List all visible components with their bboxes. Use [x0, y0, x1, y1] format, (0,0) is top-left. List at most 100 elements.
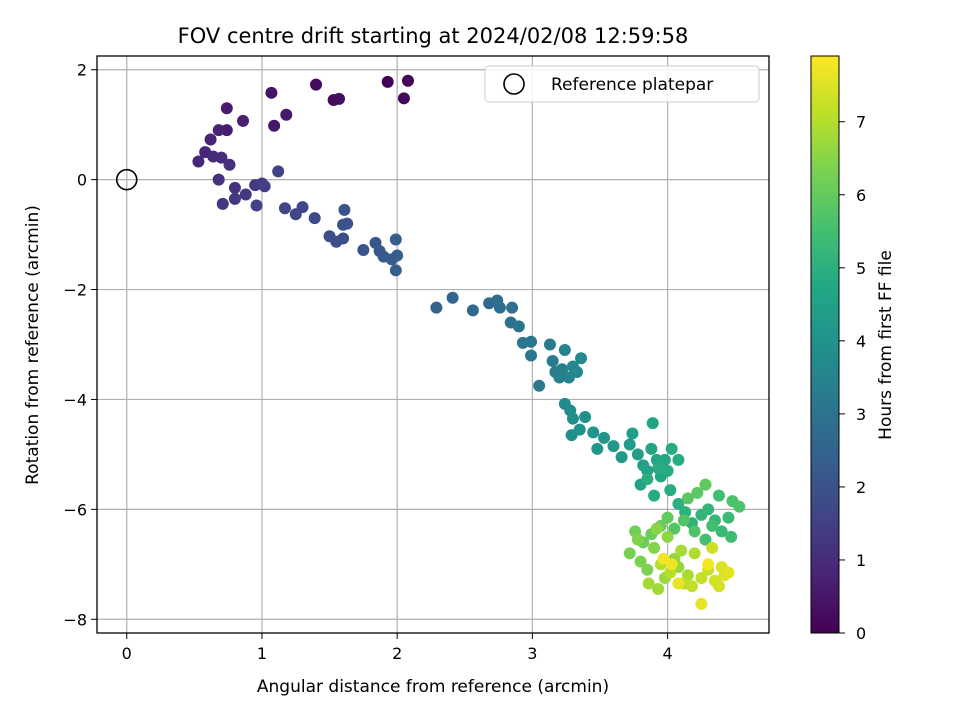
data-point — [204, 133, 217, 146]
data-point — [657, 552, 670, 565]
data-point — [556, 363, 569, 376]
data-point — [685, 580, 698, 593]
data-point — [573, 423, 586, 436]
y-tick-label: −8 — [63, 610, 87, 629]
data-point — [661, 511, 674, 524]
data-point — [278, 202, 291, 215]
x-axis-label: Angular distance from reference (arcmin) — [257, 677, 609, 697]
y-tick-label: 2 — [77, 61, 87, 80]
data-point — [722, 566, 735, 579]
data-point — [641, 563, 654, 576]
colorbar-tick-label: 4 — [856, 332, 866, 351]
data-point — [672, 453, 685, 466]
data-point — [623, 547, 636, 560]
data-point — [645, 442, 658, 455]
data-point — [668, 522, 681, 535]
data-point — [212, 124, 225, 137]
colorbar-tick-label: 5 — [856, 259, 866, 278]
data-point — [341, 217, 354, 230]
x-tick-label: 2 — [392, 644, 402, 663]
data-point — [652, 462, 665, 475]
data-point — [525, 349, 538, 362]
data-point — [641, 464, 654, 477]
data-point — [228, 192, 241, 205]
data-point — [512, 320, 525, 333]
data-point — [338, 203, 351, 216]
data-point — [641, 473, 654, 486]
data-point — [699, 478, 712, 491]
data-point — [525, 335, 538, 348]
data-point — [250, 199, 263, 212]
data-point — [228, 181, 241, 194]
data-point — [658, 453, 671, 466]
data-point — [381, 75, 394, 88]
data-point — [533, 379, 546, 392]
data-points — [192, 74, 746, 610]
data-point — [598, 431, 611, 444]
colorbar-tick-label: 0 — [856, 624, 866, 643]
x-tick-label: 1 — [257, 644, 267, 663]
data-point — [631, 448, 644, 461]
data-point — [677, 514, 690, 527]
data-point — [212, 173, 225, 186]
y-tick-label: 0 — [77, 171, 87, 190]
x-tick-label: 3 — [527, 644, 537, 663]
data-point — [702, 558, 715, 571]
colorbar-tick-label: 7 — [856, 113, 866, 132]
data-point — [389, 264, 402, 277]
data-point — [681, 492, 694, 505]
data-point — [337, 232, 350, 245]
y-tick-label: −4 — [63, 390, 87, 409]
data-point — [607, 440, 620, 453]
colorbar-ticks: 0 1 2 3 4 5 6 7 — [839, 113, 866, 643]
data-point — [623, 438, 636, 451]
reference-platepar-marker — [115, 168, 138, 191]
axis-ticks: 0 1 2 3 4 2 0 −2 −4 −6 −8 — [63, 61, 672, 663]
data-point — [493, 301, 506, 314]
data-point — [591, 442, 604, 455]
data-point — [192, 155, 205, 168]
data-point — [237, 114, 250, 127]
data-point — [258, 180, 271, 193]
data-point — [466, 304, 479, 317]
legend-marker — [503, 73, 525, 95]
legend-label: Reference platepar — [551, 75, 713, 95]
y-axis-label: Rotation from reference (arcmin) — [23, 205, 43, 485]
data-point — [706, 541, 719, 554]
data-point — [615, 451, 628, 464]
data-point — [650, 522, 663, 535]
data-point — [587, 426, 600, 439]
data-point — [702, 503, 715, 516]
data-point — [430, 301, 443, 314]
data-point — [265, 86, 278, 99]
data-point — [215, 151, 228, 164]
data-point — [722, 511, 735, 524]
colorbar-tick-label: 1 — [856, 551, 866, 570]
y-tick-label: −6 — [63, 500, 87, 519]
colorbar-tick-label: 6 — [856, 186, 866, 205]
data-point — [672, 577, 685, 590]
colorbar-label: Hours from first FF file — [876, 250, 896, 440]
data-point — [558, 343, 571, 356]
data-point — [648, 541, 661, 554]
grid — [97, 56, 769, 633]
data-point — [675, 544, 688, 557]
y-tick-label: −2 — [63, 281, 87, 300]
colorbar-tick-label: 3 — [856, 405, 866, 424]
legend: Reference platepar — [484, 65, 760, 103]
data-point — [725, 530, 738, 543]
data-point — [506, 301, 519, 314]
data-point — [664, 484, 677, 497]
data-point — [648, 489, 661, 502]
data-point — [642, 577, 655, 590]
data-point — [691, 486, 704, 499]
data-point — [272, 165, 285, 178]
data-point — [223, 158, 236, 171]
data-point — [706, 519, 719, 532]
x-tick-label: 0 — [122, 644, 132, 663]
data-point — [688, 547, 701, 560]
data-point — [566, 412, 579, 425]
legend-box — [484, 65, 760, 103]
data-point — [397, 92, 410, 105]
data-point — [672, 497, 685, 510]
